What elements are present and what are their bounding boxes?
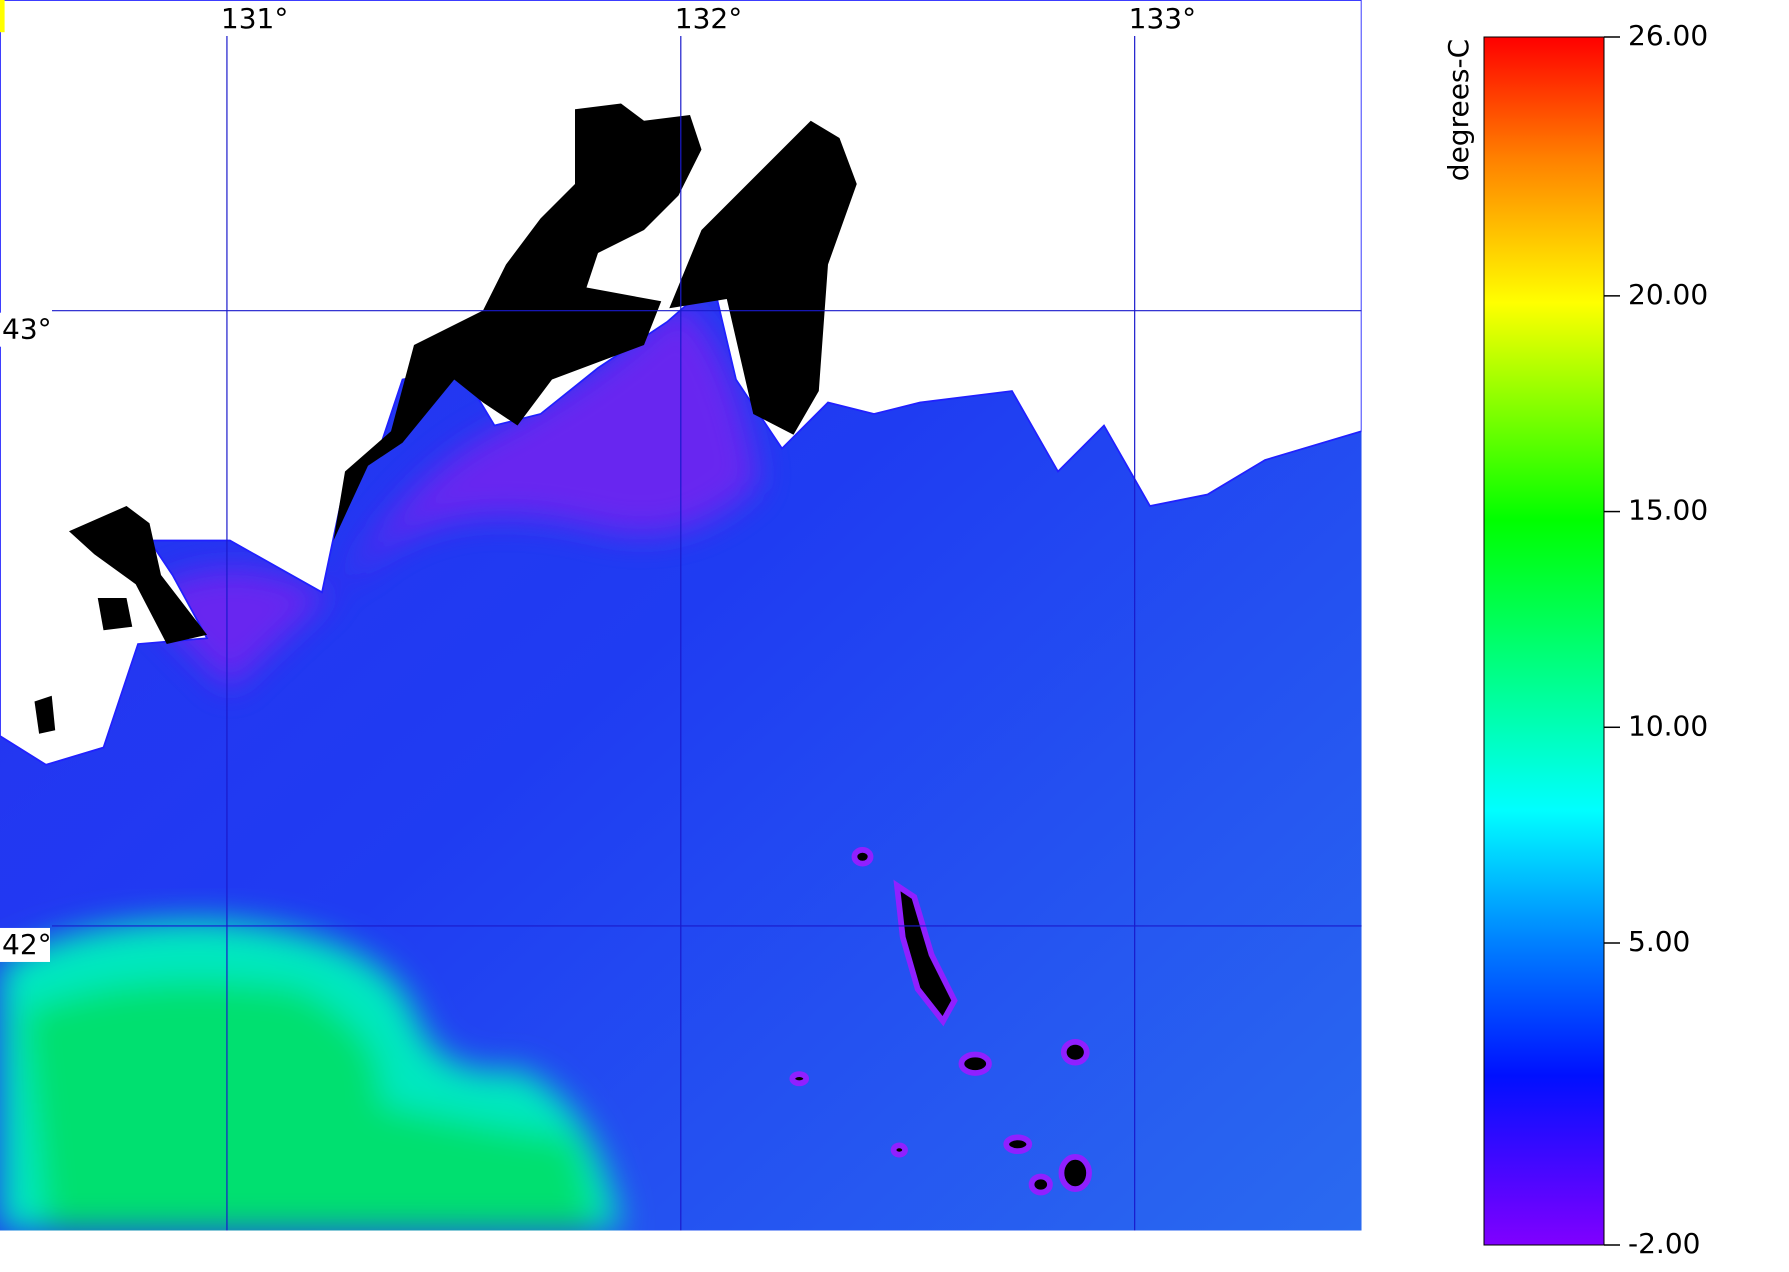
colorbar xyxy=(1483,36,1605,1246)
lat-label-bg xyxy=(0,312,50,347)
colorbar-label: degrees-C xyxy=(1442,39,1475,181)
colorbar-tick-label: 10.00 xyxy=(1628,709,1708,742)
corner-marker xyxy=(0,0,5,33)
lat-label: 43° xyxy=(2,313,52,346)
colorbar-tick-label: 15.00 xyxy=(1628,494,1708,527)
lon-label: 131° xyxy=(221,2,288,35)
graticule: 131° 132° 133° 43° 42° xyxy=(0,2,1362,1231)
cold-patches xyxy=(789,846,1092,1196)
colorbar-tick-label: 26.00 xyxy=(1628,19,1708,52)
lon-label: 132° xyxy=(675,2,742,35)
lat-label: 42° xyxy=(2,928,52,961)
land xyxy=(34,103,857,734)
colorbar-tick-label: 20.00 xyxy=(1628,278,1708,311)
colorbar-tick-label: -2.00 xyxy=(1628,1227,1700,1260)
lon-label: 133° xyxy=(1129,2,1196,35)
colorbar-tick-label: 5.00 xyxy=(1628,925,1690,958)
lat-label-bg xyxy=(0,927,50,962)
cold-coastal xyxy=(138,299,759,690)
warm-water xyxy=(0,919,621,1231)
